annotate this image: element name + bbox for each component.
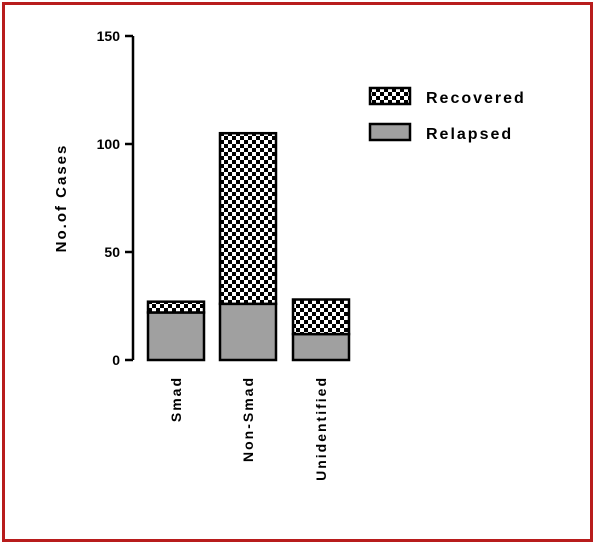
y-tick-label: 50 (104, 244, 120, 260)
x-category-label: Unidentified (313, 376, 329, 481)
legend: Recovered Relapsed (368, 86, 526, 143)
y-tick-label: 150 (97, 28, 121, 44)
bar-relapsed-unidentified (291, 332, 351, 362)
legend-label-recovered: Recovered (426, 90, 526, 107)
x-category-labels: Smad Non-Smad Unidentified (168, 376, 329, 481)
bar-recovered-smad (146, 300, 206, 314)
bars-group (146, 131, 351, 362)
bar-recovered-non-smad (218, 131, 278, 306)
x-category-label: Non-Smad (240, 376, 256, 462)
y-ticks-group: 0 50 100 150 (97, 28, 133, 368)
legend-swatch-relapsed (368, 122, 412, 142)
x-category-label: Smad (168, 376, 184, 422)
bar-relapsed-non-smad (218, 302, 278, 362)
bar-recovered-unidentified (291, 298, 351, 336)
y-axis-title: No.of Cases (53, 144, 70, 253)
y-tick-label: 100 (97, 136, 121, 152)
y-tick-label: 0 (112, 352, 120, 368)
legend-swatch-recovered (368, 86, 412, 106)
legend-label-relapsed: Relapsed (426, 126, 513, 143)
bar-relapsed-smad (146, 311, 206, 362)
